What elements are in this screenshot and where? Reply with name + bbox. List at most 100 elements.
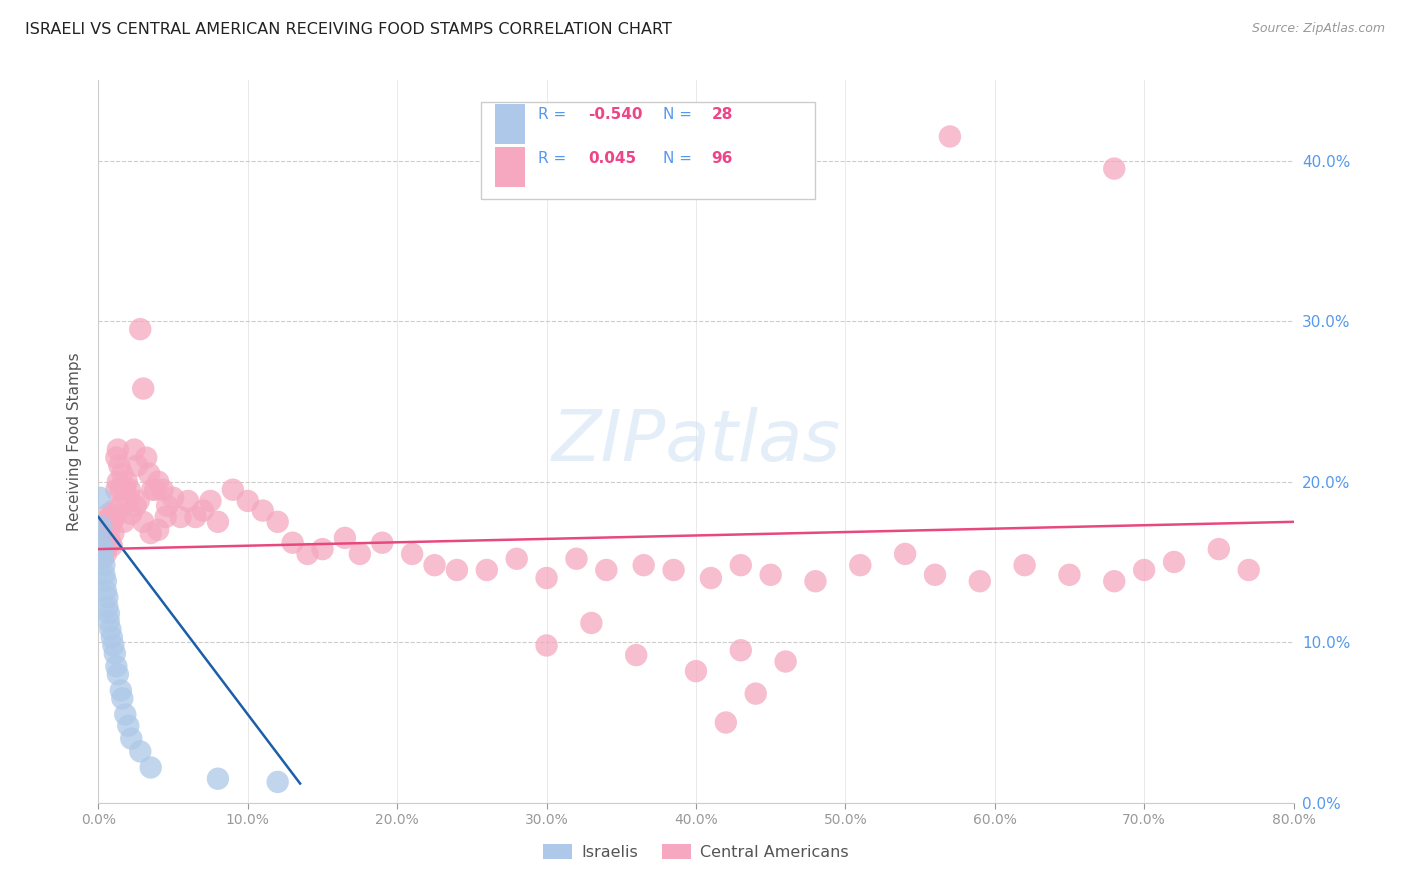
- Point: [97, 615, 120, 629]
- Point: [849, 558, 872, 573]
- Point: [105, 450, 128, 465]
- Point: [114, 483, 136, 497]
- Point: [103, 639, 125, 653]
- Point: [105, 483, 128, 497]
- Point: [745, 687, 768, 701]
- Point: [96, 531, 118, 545]
- Point: [110, 483, 132, 497]
- Point: [141, 483, 163, 497]
- Point: [169, 510, 191, 524]
- Point: [108, 458, 131, 473]
- Point: [177, 494, 200, 508]
- Point: [1163, 555, 1185, 569]
- Point: [939, 129, 962, 144]
- Point: [685, 664, 707, 678]
- Point: [162, 491, 184, 505]
- Point: [924, 567, 946, 582]
- Point: [1104, 574, 1126, 589]
- Point: [132, 382, 155, 396]
- Point: [297, 547, 319, 561]
- Point: [1104, 161, 1126, 176]
- Point: [112, 515, 135, 529]
- Point: [110, 683, 132, 698]
- Text: N =: N =: [662, 107, 696, 122]
- Point: [207, 772, 229, 786]
- Point: [595, 563, 617, 577]
- Point: [97, 526, 120, 541]
- Point: [94, 574, 117, 589]
- Point: [775, 655, 797, 669]
- Point: [129, 322, 152, 336]
- Point: [138, 467, 160, 481]
- Point: [96, 591, 118, 605]
- Point: [124, 442, 146, 457]
- Point: [125, 499, 148, 513]
- Point: [103, 526, 125, 541]
- Text: N =: N =: [662, 151, 696, 166]
- Point: [222, 483, 245, 497]
- Point: [267, 775, 290, 789]
- Point: [101, 539, 124, 553]
- Point: [423, 558, 446, 573]
- Point: [714, 715, 737, 730]
- Point: [633, 558, 655, 573]
- Point: [1237, 563, 1260, 577]
- Point: [311, 542, 333, 557]
- Point: [91, 542, 114, 557]
- Point: [333, 531, 356, 545]
- Point: [371, 535, 394, 549]
- Point: [730, 558, 752, 573]
- Point: [98, 510, 122, 524]
- Point: [101, 631, 124, 645]
- Point: [536, 571, 558, 585]
- Point: [98, 535, 122, 549]
- Point: [90, 535, 112, 549]
- Point: [1014, 558, 1036, 573]
- Point: [94, 547, 117, 561]
- Point: [626, 648, 648, 662]
- Point: [139, 760, 162, 774]
- Point: [349, 547, 371, 561]
- Text: Source: ZipAtlas.com: Source: ZipAtlas.com: [1251, 22, 1385, 36]
- Point: [114, 707, 136, 722]
- Text: 28: 28: [711, 107, 733, 122]
- Text: 96: 96: [711, 151, 733, 166]
- Point: [105, 659, 128, 673]
- Point: [120, 731, 142, 746]
- Point: [156, 499, 179, 513]
- Point: [759, 567, 782, 582]
- Point: [93, 515, 115, 529]
- Point: [506, 551, 529, 566]
- Point: [267, 515, 290, 529]
- Point: [207, 515, 229, 529]
- Point: [132, 515, 155, 529]
- Point: [475, 563, 498, 577]
- Point: [565, 551, 588, 566]
- Point: [581, 615, 603, 630]
- Point: [120, 507, 142, 521]
- Point: [200, 494, 222, 508]
- Point: [90, 519, 112, 533]
- Point: [252, 503, 274, 517]
- Point: [139, 526, 162, 541]
- Point: [94, 519, 117, 533]
- Point: [107, 442, 129, 457]
- Y-axis label: Receiving Food Stamps: Receiving Food Stamps: [67, 352, 83, 531]
- Text: ISRAELI VS CENTRAL AMERICAN RECEIVING FOOD STAMPS CORRELATION CHART: ISRAELI VS CENTRAL AMERICAN RECEIVING FO…: [25, 22, 672, 37]
- Point: [1208, 542, 1230, 557]
- Point: [115, 475, 138, 489]
- Point: [110, 499, 132, 513]
- Bar: [481, 102, 815, 200]
- Legend: Israelis, Central Americans: Israelis, Central Americans: [543, 844, 849, 860]
- Point: [129, 744, 152, 758]
- Point: [96, 515, 118, 529]
- Point: [662, 563, 685, 577]
- Text: R =: R =: [538, 151, 571, 166]
- Point: [91, 535, 114, 549]
- Point: [93, 542, 115, 557]
- Point: [700, 571, 723, 585]
- Point: [1059, 567, 1081, 582]
- Point: [94, 583, 117, 598]
- Point: [111, 467, 134, 481]
- Point: [90, 531, 112, 545]
